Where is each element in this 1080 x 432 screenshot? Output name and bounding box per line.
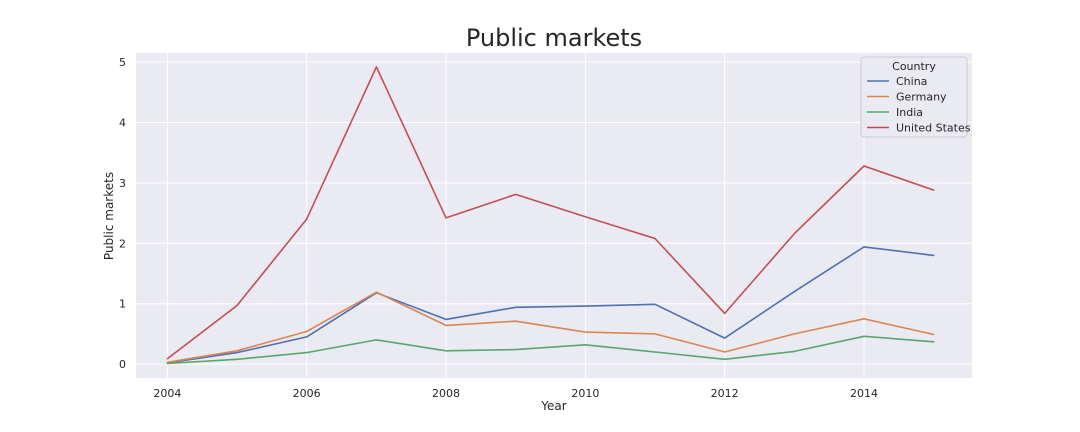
legend-label: China (896, 75, 927, 88)
x-grid (166, 53, 865, 378)
legend-label: Germany (896, 91, 947, 104)
legend-entries: China Germany India United States (867, 75, 971, 135)
series-line-germany (166, 291, 935, 364)
x-tick-label: 2008 (432, 387, 460, 400)
y-tick-label: 1 (119, 298, 126, 311)
plot-area (136, 53, 972, 378)
legend-entry-india: India (867, 106, 923, 119)
x-tick-label: 2006 (293, 387, 321, 400)
series-line-united-states (166, 66, 935, 360)
y-tick-label: 4 (119, 116, 126, 129)
x-tick-label: 2004 (153, 387, 181, 400)
x-tick-label: 2014 (850, 387, 878, 400)
y-tick-label: 2 (119, 237, 126, 250)
y-tick-label: 0 (119, 358, 126, 371)
y-grid (136, 61, 972, 365)
y-tick-labels: 0 1 2 3 4 5 (119, 56, 126, 371)
y-tick-label: 3 (119, 177, 126, 190)
legend-entry-china: China (867, 75, 927, 88)
x-tick-label: 2010 (571, 387, 599, 400)
x-tick-label: 2012 (711, 387, 739, 400)
legend-label: United States (896, 122, 971, 135)
legend-title: Country (892, 60, 936, 73)
chart-title: Public markets (466, 24, 642, 52)
legend-entry-germany: Germany (867, 91, 947, 104)
legend-box (860, 56, 968, 138)
series-line-china (166, 246, 935, 364)
legend-entry-united-states: United States (867, 122, 971, 135)
y-tick-label: 5 (119, 56, 126, 69)
series-line-india (166, 335, 935, 365)
y-axis-label: Public markets (102, 172, 116, 260)
x-tick-labels: 2004 2006 2008 2010 2012 2014 (153, 387, 878, 400)
x-axis-label: Year (540, 399, 566, 413)
series-lines (166, 66, 935, 365)
legend: Country China Germany India United States (860, 56, 971, 138)
legend-label: India (896, 106, 923, 119)
